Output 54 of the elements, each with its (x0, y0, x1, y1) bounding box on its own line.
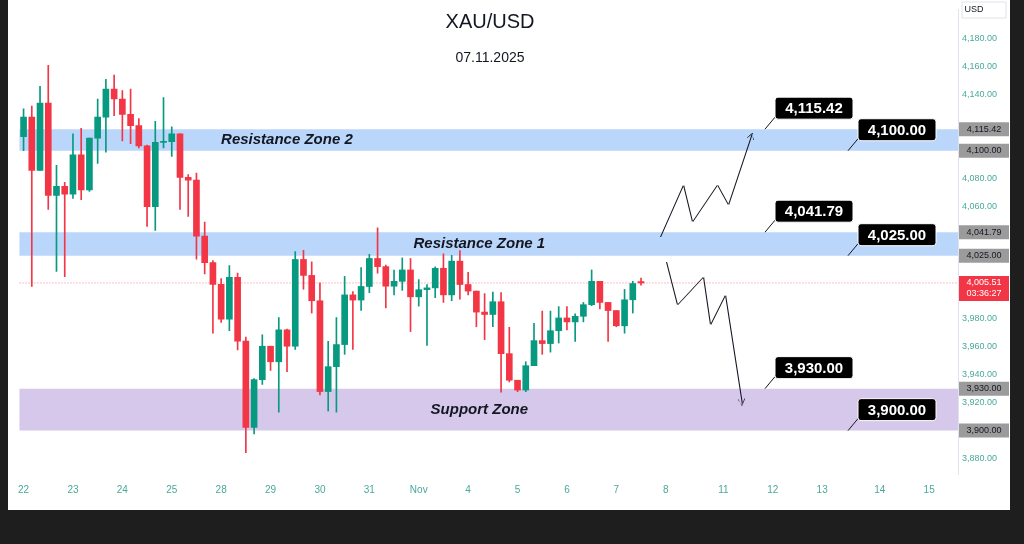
candlestick (538, 310, 546, 355)
band-label: Resistance Zone 2 (221, 130, 354, 148)
x-tick-label: 4 (465, 483, 472, 495)
x-tick-label: 23 (67, 483, 79, 495)
annotation: 3,930.00 (784, 358, 844, 376)
y-tick-label: 3,920.00 (962, 397, 998, 408)
band-label: Support Zone (430, 399, 529, 417)
x-tick-label: 13 (816, 483, 829, 495)
x-tick-label: 28 (215, 483, 228, 495)
x-tick-label: 24 (116, 483, 129, 495)
annotation: 4,115.42 (785, 99, 843, 117)
x-tick-label: 11 (718, 483, 729, 495)
x-tick-label: 12 (767, 483, 779, 495)
x-tick-label: 22 (18, 483, 30, 495)
y-tick-label: 3,940.00 (962, 369, 998, 380)
candlestick (390, 269, 398, 296)
x-tick-label: 25 (166, 483, 178, 495)
x-tick-label: 31 (363, 483, 376, 495)
y-tick-label: 4,160.00 (962, 61, 998, 72)
text: 07.11.2025 (455, 48, 525, 65)
x-tick-label: 8 (662, 483, 669, 495)
text: 4,041.79 (966, 226, 1002, 237)
x-tick-label: 15 (923, 483, 936, 495)
chart-title: XAU/USD (445, 9, 535, 32)
x-tick-label: 5 (514, 483, 521, 495)
x-tick-label: 14 (874, 483, 886, 495)
text: 4,025.00 (966, 250, 1002, 261)
ref-line-label: 4,005.51 (966, 277, 1002, 288)
annotation: 4,100.00 (867, 120, 927, 138)
annotation: 4,025.00 (867, 225, 927, 243)
y-tick-label: 4,140.00 (962, 89, 998, 100)
text: 3,930.00 (966, 383, 1002, 394)
text: 4,100.00 (966, 145, 1002, 156)
band-label: Resistance Zone 1 (413, 234, 546, 252)
y-tick-label: 3,960.00 (962, 341, 998, 352)
text: 03:36:27 (966, 288, 1002, 299)
x-tick-label: 7 (613, 483, 620, 495)
x-tick-label: 29 (264, 483, 277, 495)
text: 3,900.00 (966, 425, 1002, 436)
y-tick-label: 3,880.00 (962, 453, 998, 464)
x-tick-label: 6 (564, 483, 571, 495)
y-tick-label: 4,180.00 (962, 33, 998, 44)
annotation: 3,900.00 (867, 400, 927, 418)
annotation: 4,041.79 (784, 202, 844, 220)
y-tick-label: 4,080.00 (962, 173, 998, 184)
candlestick (604, 302, 612, 342)
candlestick (184, 174, 192, 217)
candlestick (61, 181, 69, 278)
y-tick-label: 4,060.00 (962, 201, 998, 212)
y-axis-title: USD (964, 4, 984, 15)
x-tick-label: Nov (409, 483, 428, 495)
y-tick-label: 3,980.00 (962, 313, 998, 324)
x-tick-label: 30 (314, 483, 326, 495)
text: 4,115.42 (966, 123, 1002, 134)
